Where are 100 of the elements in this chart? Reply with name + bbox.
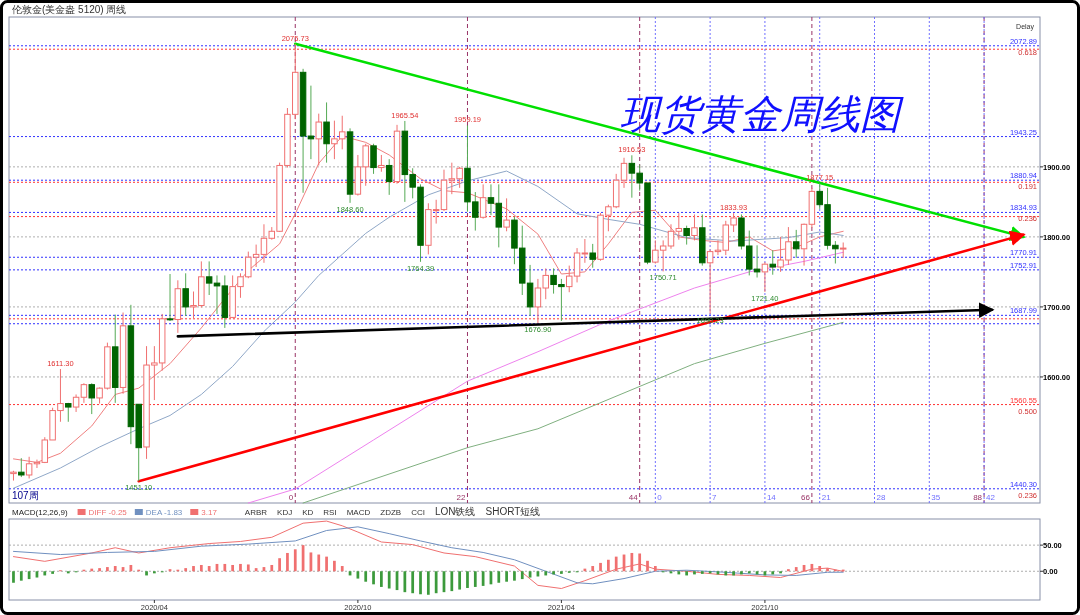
text: MACD: [346, 508, 371, 517]
candlestick: [479, 183, 487, 220]
bar: [231, 564, 235, 572]
text: RSI: [323, 508, 337, 517]
bar: [192, 566, 195, 572]
bar: [286, 552, 289, 572]
ref-line-label: 28: [876, 493, 886, 502]
bar: [544, 571, 548, 576]
bar: [364, 571, 368, 582]
line-series: [302, 321, 844, 504]
line-series: [12, 170, 844, 489]
bar: [340, 566, 344, 572]
bar: [199, 564, 203, 572]
bar: [145, 571, 148, 576]
candlestick: [315, 113, 322, 166]
legend-label: DIFF -0.25: [88, 508, 128, 517]
bar: [638, 553, 642, 572]
bar: [207, 566, 211, 572]
ref-line-label: 7: [712, 493, 718, 502]
bar: [560, 571, 563, 574]
bar: [505, 571, 508, 582]
text: KDJ: [277, 508, 293, 517]
bar: [818, 566, 822, 572]
text: CCI: [411, 508, 425, 517]
candlestick: [385, 158, 393, 196]
bar: [223, 563, 227, 572]
candlestick: [589, 243, 596, 269]
bar: [411, 571, 415, 594]
bar: [473, 571, 477, 587]
candlestick: [166, 273, 174, 322]
bar: [653, 566, 657, 572]
candlestick: [792, 229, 800, 259]
bar: [700, 571, 704, 574]
ref-line-label: 35: [931, 493, 941, 502]
bar: [434, 571, 438, 594]
bar: [66, 571, 70, 574]
bar: [630, 552, 634, 572]
bar: [732, 571, 735, 576]
bar: [599, 562, 602, 572]
candlestick: [182, 272, 189, 317]
ref-line-label: 88: [973, 493, 983, 502]
bar: [278, 558, 281, 572]
candlestick: [761, 261, 769, 293]
candlestick: [323, 101, 330, 164]
bar: [246, 564, 250, 572]
bar: [270, 564, 274, 572]
bar: [685, 571, 689, 576]
bar: [317, 554, 321, 572]
bar: [747, 571, 751, 574]
text: 现货黄金周线图: [620, 91, 904, 137]
candlestick: [683, 225, 690, 246]
bar: [779, 571, 782, 574]
candlestick: [18, 457, 25, 478]
bar: [426, 571, 430, 595]
bar: [614, 556, 618, 572]
bar: [826, 568, 829, 572]
bar: [513, 571, 516, 581]
bar: [12, 571, 15, 583]
chart-subtitle: 伦敦金(美金盎 5120) 周线: [12, 4, 127, 15]
text: LON铁线: [434, 506, 476, 517]
text: SHORT短线: [485, 506, 541, 517]
candlestick: [503, 197, 510, 232]
bar: [325, 556, 328, 572]
annotation: 107周: [12, 490, 39, 501]
bar: [403, 571, 407, 593]
ref-line-label: 66: [800, 493, 811, 502]
bar: [113, 566, 117, 572]
bar: [787, 569, 790, 572]
bar: [106, 567, 109, 572]
bar: [387, 571, 391, 589]
bar: [333, 560, 336, 572]
bar: [239, 563, 242, 572]
bar: [771, 571, 775, 575]
bar: [293, 549, 297, 572]
bar: [184, 568, 188, 572]
bar: [466, 571, 469, 588]
bar: [380, 571, 383, 587]
text: ARBR: [244, 508, 268, 517]
ref-line-label: 0: [657, 493, 663, 502]
candlestick: [307, 85, 315, 160]
bar: [43, 571, 47, 576]
bar: [497, 571, 501, 583]
ref-line-label: 22: [456, 493, 467, 502]
bar: [98, 568, 101, 572]
bar: [693, 571, 696, 575]
bar: [419, 571, 422, 595]
legend-label: DEA -1.83: [145, 508, 183, 517]
bar: [740, 571, 743, 575]
bar: [646, 560, 649, 572]
bar: [591, 566, 595, 572]
ref-line-label: 42: [986, 493, 996, 502]
bar: [552, 571, 555, 575]
legend-title: MACD(12,26,9): [12, 508, 68, 517]
bar: [450, 571, 454, 592]
bar: [153, 571, 156, 574]
bar: [458, 571, 462, 590]
bar: [794, 567, 798, 572]
text: ZDZB: [380, 508, 402, 517]
bar: [372, 571, 375, 585]
bar: [724, 571, 728, 576]
